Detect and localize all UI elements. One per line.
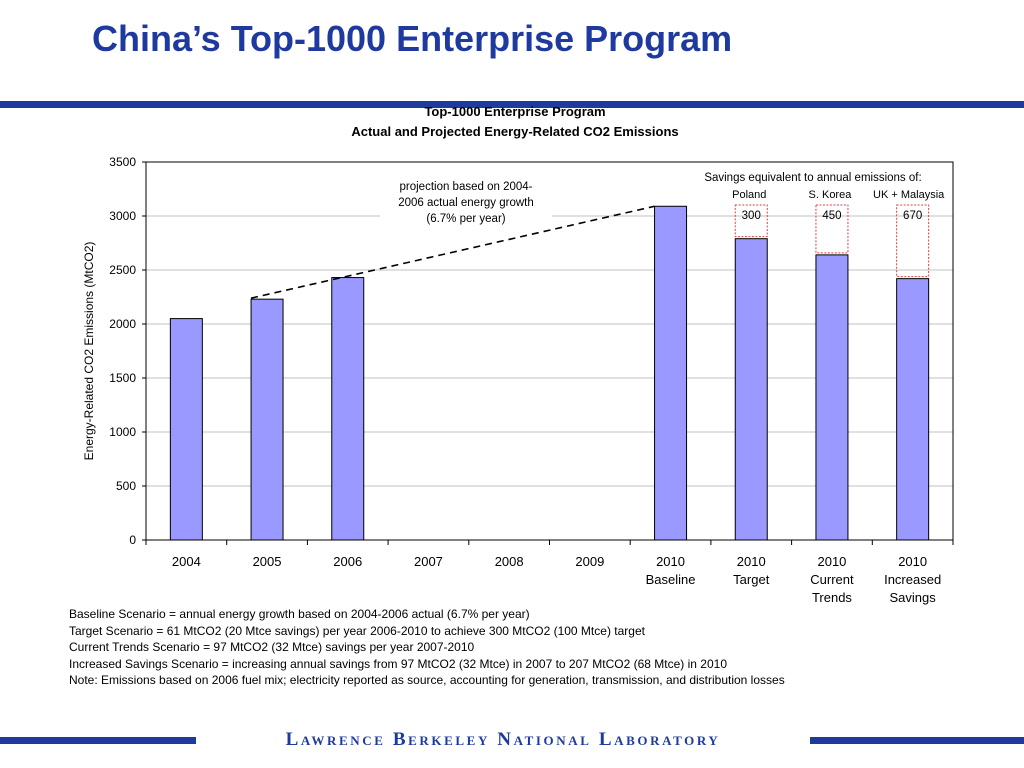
- y-tick-label: 500: [116, 479, 136, 493]
- y-tick-label: 3500: [109, 155, 136, 169]
- y-axis-label: Energy-Related CO2 Emissions (MtCO2): [82, 242, 96, 461]
- x-tick-label: 2009: [575, 554, 604, 569]
- projection-note-text: (6.7% per year): [426, 213, 505, 225]
- savings-country-label: S. Korea: [809, 189, 853, 201]
- bar: [815, 254, 849, 541]
- footer-rule-left: [0, 737, 196, 744]
- bar: [169, 318, 203, 541]
- note-baseline: Baseline Scenario = annual energy growth…: [69, 607, 530, 621]
- x-tick-label: Trends: [812, 590, 852, 605]
- emissions-bar-chart: Top-1000 Enterprise Program Actual and Pr…: [82, 104, 954, 605]
- bar: [896, 278, 930, 541]
- projection-note-text: 2006 actual energy growth: [398, 197, 534, 209]
- x-tick-label: 2010: [817, 554, 846, 569]
- savings-value-label: 450: [822, 210, 841, 222]
- bar: [654, 205, 688, 541]
- savings-country-label: Poland: [732, 189, 766, 201]
- x-tick-label: 2008: [495, 554, 524, 569]
- x-tick-label: 2010: [656, 554, 685, 569]
- x-tick-label: 2006: [333, 554, 362, 569]
- footer-rule-right: [810, 737, 1024, 744]
- note-current-trends: Current Trends Scenario = 97 MtCO2 (32 M…: [69, 640, 475, 654]
- bar: [331, 277, 365, 541]
- note-increased-savings: Increased Savings Scenario = increasing …: [69, 656, 728, 671]
- bar: [734, 238, 768, 541]
- projection-note-text: projection based on 2004-: [400, 181, 533, 193]
- savings-value-label: 670: [903, 210, 922, 222]
- x-tick-label: 2007: [414, 554, 443, 569]
- savings-header: Savings equivalent to annual emissions o…: [704, 172, 921, 184]
- y-tick-label: 1500: [109, 371, 136, 385]
- x-tick-label: Current: [810, 572, 854, 587]
- projection-note-box: [380, 176, 552, 228]
- y-tick-label: 3000: [109, 209, 136, 223]
- y-tick-label: 2000: [109, 317, 136, 331]
- scenario-notes: Baseline Scenario = annual energy growth…: [69, 606, 969, 689]
- y-tick-label: 1000: [109, 425, 136, 439]
- x-tick-label: 2010: [898, 554, 927, 569]
- projection-line: [250, 205, 655, 299]
- savings-value-label: 300: [742, 210, 761, 222]
- x-tick-label: 2005: [253, 554, 282, 569]
- footer-lab-name: Lawrence Berkeley National Laboratory: [285, 729, 721, 750]
- y-tick-label: 2500: [109, 263, 136, 277]
- savings-gap-box: [815, 204, 849, 254]
- title-divider: [0, 101, 1024, 108]
- x-tick-label: Increased: [884, 572, 941, 587]
- chart-title: Top-1000 Enterprise Program: [424, 104, 605, 119]
- x-tick-label: 2010: [737, 554, 766, 569]
- savings-gap-box: [734, 204, 768, 238]
- x-tick-label: 2004: [172, 554, 201, 569]
- bar: [250, 298, 284, 541]
- slide-title: China’s Top-1000 Enterprise Program: [92, 18, 733, 59]
- savings-gap-box: [896, 204, 930, 278]
- chart-subtitle: Actual and Projected Energy-Related CO2 …: [351, 124, 678, 139]
- note-target: Target Scenario = 61 MtCO2 (20 Mtce savi…: [69, 623, 645, 638]
- note-fuel-mix: Note: Emissions based on 2006 fuel mix; …: [69, 673, 785, 687]
- x-tick-label: Target: [733, 572, 770, 587]
- savings-country-label: UK + Malaysia: [873, 189, 945, 201]
- x-tick-label: Savings: [890, 590, 937, 605]
- y-tick-label: 0: [129, 533, 136, 547]
- x-tick-label: Baseline: [646, 572, 696, 587]
